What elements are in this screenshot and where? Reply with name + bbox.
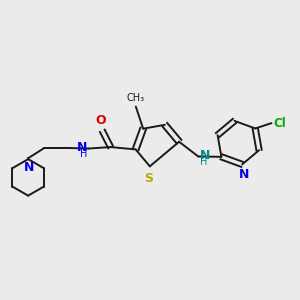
Text: N: N — [23, 160, 34, 174]
Text: S: S — [144, 172, 153, 184]
Text: H: H — [200, 158, 207, 167]
Text: N: N — [200, 149, 210, 162]
Text: Cl: Cl — [273, 117, 286, 130]
Text: O: O — [96, 114, 106, 127]
Text: N: N — [238, 168, 249, 181]
Text: N: N — [77, 141, 87, 154]
Text: CH₃: CH₃ — [127, 93, 145, 103]
Text: H: H — [80, 149, 87, 159]
